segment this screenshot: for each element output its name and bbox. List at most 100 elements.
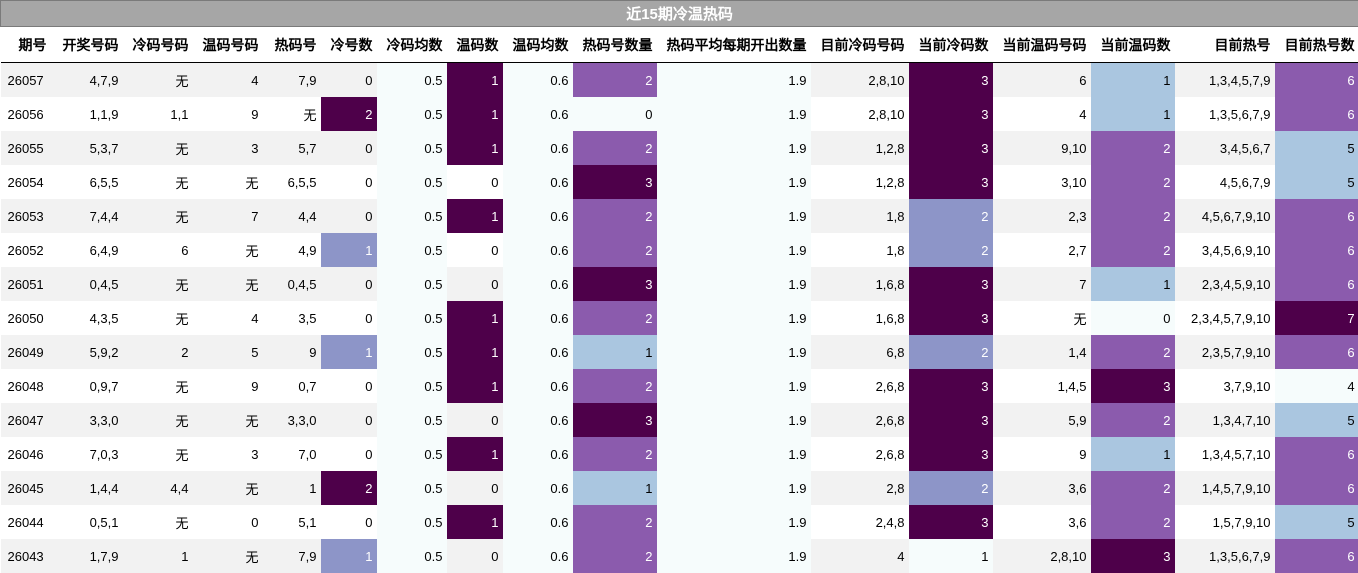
draw-numbers-cell: 6,5,5 (57, 165, 123, 199)
warm-numbers-cell: 3 (193, 437, 263, 471)
warm-avg-cell: 0.6 (503, 539, 573, 573)
warm-avg-cell: 0.6 (503, 131, 573, 165)
header-current-warm-numbers: 当前温码号码 (993, 27, 1091, 63)
cold-avg-cell: 0.5 (377, 335, 447, 369)
current-hot-count-cell: 6 (1275, 267, 1358, 301)
cold-avg-cell: 0.5 (377, 199, 447, 233)
current-warm-numbers-cell: 5,9 (993, 403, 1091, 437)
hot-avg-cell: 1.9 (657, 369, 811, 403)
draw-numbers-cell: 1,1,9 (57, 97, 123, 131)
cold-count-cell: 2 (321, 97, 377, 131)
draw-numbers-cell: 5,3,7 (57, 131, 123, 165)
current-warm-count-cell: 3 (1091, 539, 1175, 573)
hot-avg-cell: 1.9 (657, 63, 811, 98)
cold-avg-cell: 0.5 (377, 369, 447, 403)
cold-avg-cell: 0.5 (377, 471, 447, 505)
current-warm-count-cell: 2 (1091, 505, 1175, 539)
current-cold-count-cell: 2 (909, 335, 993, 369)
warm-avg-cell: 0.6 (503, 505, 573, 539)
current-hot-numbers-cell: 1,4,5,7,9,10 (1175, 471, 1275, 505)
cold-numbers-cell: 4,4 (123, 471, 193, 505)
cold-count-cell: 0 (321, 165, 377, 199)
current-hot-numbers-cell: 4,5,6,7,9,10 (1175, 199, 1275, 233)
current-hot-count-cell: 5 (1275, 131, 1358, 165)
cold-numbers-cell: 无 (123, 267, 193, 301)
hot-count-cell: 2 (573, 505, 657, 539)
current-cold-numbers-cell: 1,2,8 (811, 165, 909, 199)
cold-count-cell: 0 (321, 369, 377, 403)
hot-count-cell: 2 (573, 63, 657, 98)
hot-numbers-cell: 7,9 (263, 539, 321, 573)
current-hot-numbers-cell: 3,4,5,6,7 (1175, 131, 1275, 165)
hot-numbers-cell: 3,3,0 (263, 403, 321, 437)
warm-numbers-cell: 4 (193, 63, 263, 98)
draw-numbers-cell: 7,4,4 (57, 199, 123, 233)
period-cell: 26052 (1, 233, 57, 267)
warm-avg-cell: 0.6 (503, 471, 573, 505)
current-warm-numbers-cell: 9,10 (993, 131, 1091, 165)
hot-count-cell: 0 (573, 97, 657, 131)
current-hot-count-cell: 4 (1275, 369, 1358, 403)
header-current-cold-count: 当前冷码数 (909, 27, 993, 63)
current-hot-count-cell: 7 (1275, 301, 1358, 335)
draw-numbers-cell: 0,5,1 (57, 505, 123, 539)
hot-count-cell: 3 (573, 403, 657, 437)
cold-count-cell: 0 (321, 403, 377, 437)
cold-numbers-cell: 无 (123, 505, 193, 539)
header-draw-numbers: 开奖号码 (57, 27, 123, 63)
cold-avg-cell: 0.5 (377, 165, 447, 199)
warm-numbers-cell: 5 (193, 335, 263, 369)
current-hot-numbers-cell: 2,3,4,5,7,9,10 (1175, 301, 1275, 335)
cold-numbers-cell: 无 (123, 165, 193, 199)
hot-count-cell: 2 (573, 369, 657, 403)
cold-avg-cell: 0.5 (377, 301, 447, 335)
current-cold-numbers-cell: 6,8 (811, 335, 909, 369)
current-cold-numbers-cell: 4 (811, 539, 909, 573)
draw-numbers-cell: 6,4,9 (57, 233, 123, 267)
header-current-hot-count: 目前热号数 (1275, 27, 1358, 63)
current-warm-count-cell: 1 (1091, 267, 1175, 301)
warm-count-cell: 1 (447, 335, 503, 369)
period-cell: 26043 (1, 539, 57, 573)
period-cell: 26044 (1, 505, 57, 539)
current-warm-count-cell: 1 (1091, 63, 1175, 98)
hot-avg-cell: 1.9 (657, 267, 811, 301)
current-warm-numbers-cell: 3,6 (993, 471, 1091, 505)
current-cold-count-cell: 3 (909, 505, 993, 539)
header-warm-count: 温码数 (447, 27, 503, 63)
current-warm-numbers-cell: 9 (993, 437, 1091, 471)
hot-numbers-cell: 9 (263, 335, 321, 369)
warm-count-cell: 1 (447, 131, 503, 165)
warm-count-cell: 0 (447, 539, 503, 573)
warm-numbers-cell: 7 (193, 199, 263, 233)
warm-numbers-cell: 无 (193, 471, 263, 505)
warm-count-cell: 1 (447, 97, 503, 131)
warm-count-cell: 1 (447, 369, 503, 403)
warm-count-cell: 1 (447, 437, 503, 471)
current-hot-count-cell: 5 (1275, 165, 1358, 199)
header-period: 期号 (1, 27, 57, 63)
header-cold-count: 冷号数 (321, 27, 377, 63)
hot-count-cell: 1 (573, 335, 657, 369)
current-hot-count-cell: 6 (1275, 335, 1358, 369)
current-warm-numbers-cell: 1,4,5 (993, 369, 1091, 403)
current-cold-count-cell: 2 (909, 471, 993, 505)
cold-numbers-cell: 无 (123, 301, 193, 335)
hot-count-cell: 2 (573, 301, 657, 335)
current-cold-count-cell: 3 (909, 437, 993, 471)
hot-numbers-cell: 1 (263, 471, 321, 505)
warm-numbers-cell: 9 (193, 369, 263, 403)
hot-numbers-cell: 无 (263, 97, 321, 131)
current-cold-numbers-cell: 2,8 (811, 471, 909, 505)
period-cell: 26048 (1, 369, 57, 403)
hot-avg-cell: 1.9 (657, 301, 811, 335)
current-cold-numbers-cell: 1,8 (811, 233, 909, 267)
warm-count-cell: 1 (447, 301, 503, 335)
draw-numbers-cell: 4,3,5 (57, 301, 123, 335)
warm-avg-cell: 0.6 (503, 63, 573, 98)
current-warm-numbers-cell: 7 (993, 267, 1091, 301)
current-cold-numbers-cell: 1,2,8 (811, 131, 909, 165)
hot-count-cell: 2 (573, 437, 657, 471)
